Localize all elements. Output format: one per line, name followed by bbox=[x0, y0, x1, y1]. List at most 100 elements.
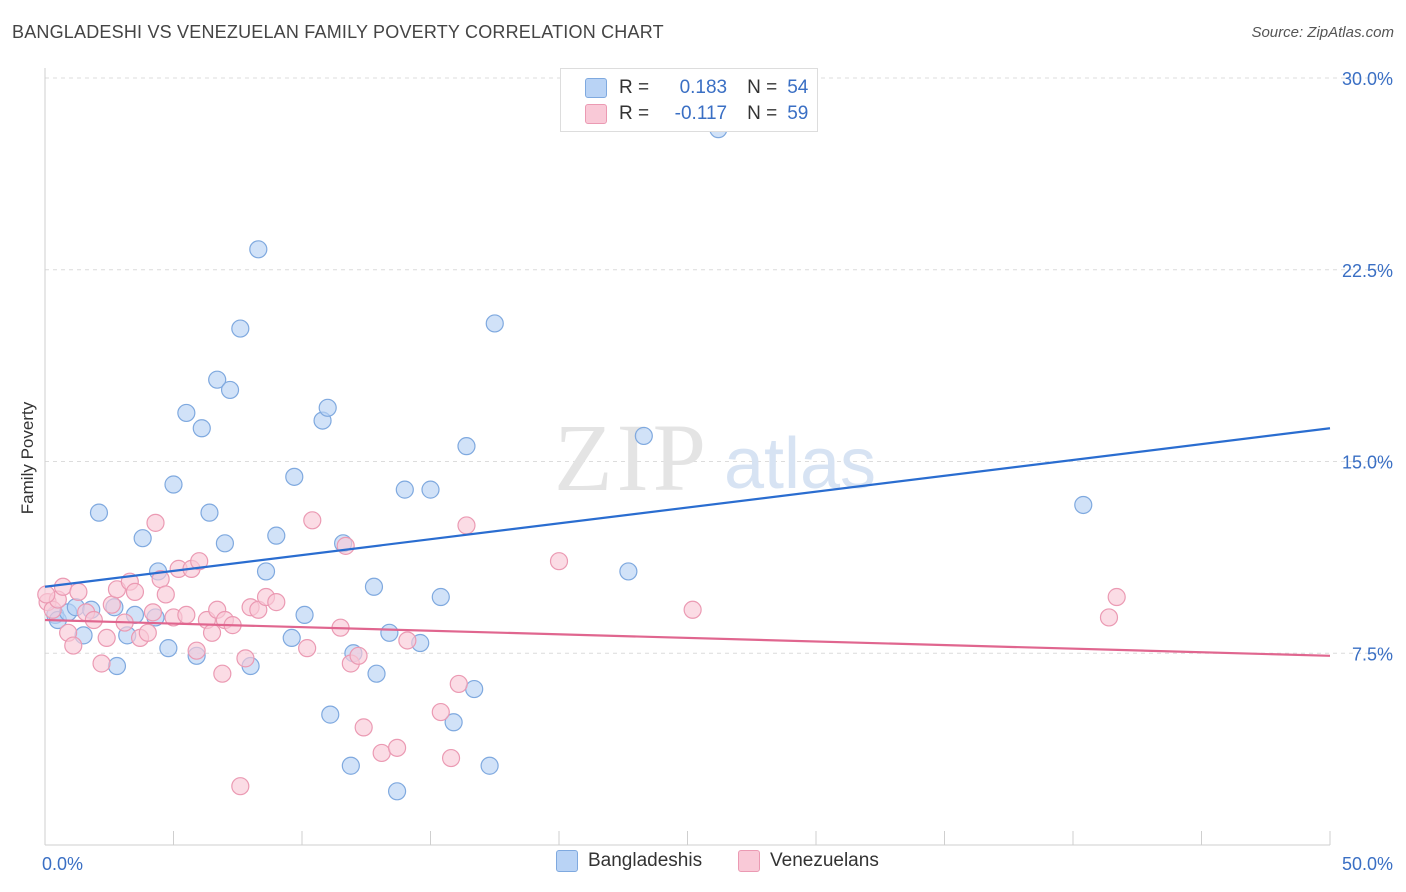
bangladeshi-point bbox=[164, 475, 183, 494]
grid-lines bbox=[45, 77, 1392, 654]
venezuelan-point bbox=[69, 582, 88, 601]
legend-swatch-blue bbox=[585, 78, 607, 98]
venezuelan-point bbox=[146, 513, 165, 532]
bangladeshi-point bbox=[295, 605, 314, 625]
bangladeshi-point bbox=[133, 529, 152, 548]
trend-lines bbox=[44, 427, 1331, 657]
venezuelan-point bbox=[190, 552, 209, 571]
chart-title: BANGLADESHI VS VENEZUELAN FAMILY POVERTY… bbox=[12, 22, 664, 42]
venezuelan-point bbox=[53, 577, 73, 596]
bangladeshi-point bbox=[457, 437, 476, 456]
bangladeshi-point bbox=[395, 480, 414, 499]
bangladeshi-point bbox=[364, 577, 384, 596]
venezuelan-point bbox=[354, 718, 373, 737]
legend-item-bangladeshis: Bangladeshis bbox=[556, 850, 702, 872]
y-tick-label: 30.0% bbox=[1342, 69, 1393, 89]
bangladeshi-point bbox=[177, 403, 196, 423]
source-label: Source: ZipAtlas.com bbox=[1251, 24, 1394, 41]
bangladeshi-point bbox=[444, 713, 463, 732]
venezuelan-point bbox=[92, 654, 111, 673]
venezuelan-point bbox=[37, 585, 56, 604]
venezuelan-point bbox=[336, 536, 355, 555]
bangladeshi-point bbox=[192, 419, 211, 438]
venezuelan-point bbox=[97, 628, 116, 648]
legend-row-venezuelans: R = -0.117 N = 59 bbox=[585, 101, 808, 127]
legend-item-venezuelans: Venezuelans bbox=[738, 850, 879, 872]
bangladeshi-point bbox=[220, 380, 240, 400]
bangladeshi-point bbox=[341, 756, 360, 775]
legend-r-label: R = bbox=[619, 77, 650, 98]
y-tick-label: 7.5% bbox=[1352, 644, 1393, 664]
venezuelan-point bbox=[398, 631, 417, 650]
watermark-atlas: atlas bbox=[724, 424, 876, 504]
venezuelan-point bbox=[138, 623, 157, 642]
venezuelan-point bbox=[125, 582, 145, 601]
venezuelan-point bbox=[349, 646, 368, 665]
legend-swatch-blue bbox=[556, 850, 578, 872]
bangladeshi-point bbox=[208, 370, 227, 389]
y-tick-label: 15.0% bbox=[1342, 453, 1393, 473]
venezuelan-point bbox=[236, 649, 255, 668]
bangladeshi-point bbox=[431, 587, 450, 607]
venezuelan-point bbox=[187, 641, 206, 660]
x-tick-label: 50.0% bbox=[1342, 854, 1393, 874]
venezuelan-point bbox=[102, 595, 121, 614]
venezuelan-point bbox=[549, 552, 569, 571]
bangladeshi-point bbox=[318, 398, 337, 417]
series-legend: Bangladeshis Venezuelans bbox=[0, 850, 1406, 878]
bangladeshi-point bbox=[619, 562, 638, 581]
tick-labels: 7.5% 15.0% 22.5% 30.0% 0.0% 50.0% bbox=[42, 69, 1393, 874]
venezuelan-point bbox=[372, 743, 391, 763]
bangladeshi-point bbox=[282, 628, 301, 648]
venezuelan-point bbox=[1099, 608, 1119, 627]
venezuelan-point bbox=[64, 636, 83, 655]
legend-row-bangladeshis: R = 0.183 N = 54 bbox=[585, 75, 808, 101]
bangladeshi-point bbox=[1074, 495, 1093, 515]
bangladeshi-point bbox=[367, 664, 386, 683]
venezuelan-point bbox=[441, 748, 461, 768]
venezuelan-trend-line bbox=[44, 618, 1331, 657]
bangladeshi-point bbox=[159, 639, 178, 658]
bangladeshi-point bbox=[285, 467, 304, 486]
bangladeshi-point bbox=[215, 534, 234, 553]
bangladeshi-point bbox=[380, 623, 399, 642]
watermark-zip: ZIP bbox=[554, 404, 710, 511]
legend-n-value: 54 bbox=[787, 77, 809, 98]
legend-n-label: N = bbox=[747, 77, 778, 98]
venezuelan-point bbox=[231, 777, 250, 796]
venezuelan-point bbox=[683, 600, 702, 619]
venezuelan-point bbox=[303, 511, 322, 530]
venezuelan-point bbox=[177, 605, 196, 625]
legend-r-value: 0.183 bbox=[679, 77, 728, 98]
bangladeshi-point bbox=[89, 503, 109, 522]
legend-label-venezuelans: Venezuelans bbox=[770, 850, 879, 871]
y-tick-label: 22.5% bbox=[1342, 261, 1393, 281]
bangladeshi-point bbox=[200, 503, 219, 522]
bangladeshi-point bbox=[107, 656, 127, 676]
x-tick-label: 0.0% bbox=[42, 854, 83, 874]
bangladeshi-point bbox=[321, 705, 340, 724]
venezuelan-point bbox=[84, 610, 103, 630]
bangladeshi-point bbox=[267, 526, 286, 545]
legend-r-value: -0.117 bbox=[674, 103, 728, 124]
watermark: ZIP atlas bbox=[554, 404, 876, 511]
venezuelan-point bbox=[387, 738, 407, 757]
legend-n-value: 59 bbox=[787, 103, 809, 124]
bangladeshi-point bbox=[249, 240, 268, 259]
venezuelan-point bbox=[431, 702, 450, 722]
venezuelan-point bbox=[1107, 587, 1126, 607]
venezuelan-point bbox=[298, 639, 317, 658]
venezuelan-point bbox=[143, 603, 163, 622]
legend-r-label: R = bbox=[619, 103, 650, 124]
bangladeshi-point bbox=[465, 679, 484, 699]
legend-swatch-pink bbox=[585, 104, 607, 124]
legend-swatch-pink bbox=[738, 850, 760, 872]
bangladeshi-point bbox=[231, 319, 250, 338]
venezuelan-point bbox=[267, 593, 286, 612]
bangladeshi-point bbox=[256, 562, 276, 581]
venezuelan-point bbox=[156, 585, 175, 604]
venezuelan-point bbox=[449, 674, 468, 694]
legend-n-label: N = bbox=[747, 103, 778, 124]
venezuelan-point bbox=[202, 623, 222, 642]
